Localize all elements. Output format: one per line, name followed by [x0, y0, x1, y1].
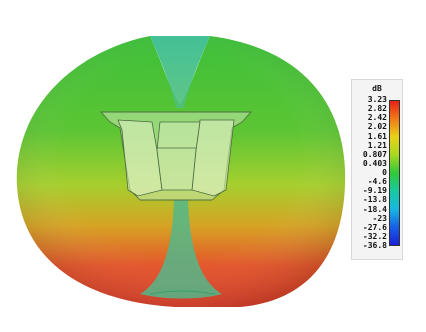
- legend-tick-label: -9.19: [362, 186, 387, 196]
- legend-tick-label: -18.4: [362, 204, 387, 214]
- legend-color-bar: [389, 100, 400, 246]
- legend-tick-label: 0.807: [362, 149, 387, 159]
- legend-tick-label: 0.403: [362, 158, 387, 168]
- legend-tick-label: 3.23: [367, 95, 387, 104]
- pattern-null-bottom: [140, 200, 222, 299]
- legend-tick-label: -36.8: [362, 241, 387, 250]
- legend-tick-label: -23: [372, 213, 387, 223]
- legend-tick-label: 0: [382, 168, 387, 177]
- legend-tick-labels: 3.23 2.82 2.42 2.02 1.61 1.21 0.807 0.403 0 -4.6-…: [355, 95, 387, 250]
- legend-tick-label: 2.82: [367, 104, 387, 114]
- legend-tick-label: 1.61: [367, 131, 387, 141]
- legend-tick-label: 1.21: [367, 140, 387, 150]
- antenna-model: [100, 111, 252, 201]
- color-scale-legend: dB 3.23 2.82 2.42 2.02 1.61 1.21 0.807 0.403 0 -4…: [351, 79, 403, 260]
- legend-tick-label: -13.8: [362, 195, 387, 205]
- legend-tick-label: -27.6: [362, 222, 387, 232]
- legend-tick-label: 2.42: [367, 113, 387, 123]
- legend-unit-label: dB: [372, 84, 382, 93]
- legend-tick-label: 2.02: [367, 122, 387, 132]
- pattern-null-top: [150, 36, 210, 108]
- legend-tick-label: -4.6: [367, 177, 387, 187]
- legend-tick-label: -32.2: [362, 231, 387, 241]
